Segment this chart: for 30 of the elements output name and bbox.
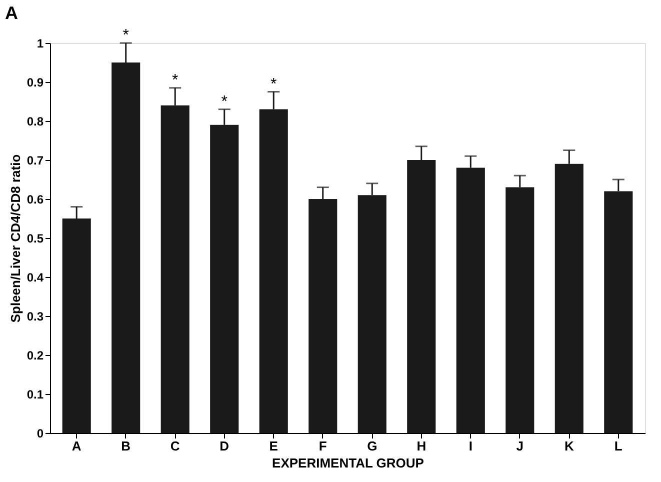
y-tick-label: 0.9 [26,76,44,90]
x-tick-label: E [269,438,278,454]
y-tick-label: 0.2 [26,348,44,362]
x-tick-label: I [468,438,472,454]
x-tick-label: D [220,438,230,454]
x-axis-title: EXPERIMENTAL GROUP [272,456,424,470]
chart-title: A [5,3,18,23]
annotation: * [221,93,228,110]
y-tick-label: 0.5 [26,232,44,246]
x-tick-label: K [564,438,574,454]
x-tick-label: C [170,438,180,454]
x-tick-label: H [416,438,426,454]
x-tick-label: L [614,438,622,454]
y-tick-label: 0 [36,426,44,440]
x-tick-label: A [72,438,82,454]
y-tick-label: 1 [36,36,44,50]
x-tick-label: J [516,438,524,454]
x-tick-label: F [318,438,327,454]
annotation: * [122,27,129,44]
y-tick-label: 0.6 [26,192,44,206]
y-tick-label: 0.4 [26,270,44,284]
y-tick-label: 0.3 [26,310,44,324]
x-tick-label: G [367,438,378,454]
y-tick-label: 0.1 [26,388,44,402]
y-tick-label: 0.7 [26,154,44,168]
y-tick-label: 0.8 [26,114,44,128]
y-axis-title: Spleen/Liver CD4/CD8 ratio [8,154,23,323]
annotation: * [172,72,178,89]
annotation: * [270,76,277,93]
x-tick-label: B [121,438,131,454]
